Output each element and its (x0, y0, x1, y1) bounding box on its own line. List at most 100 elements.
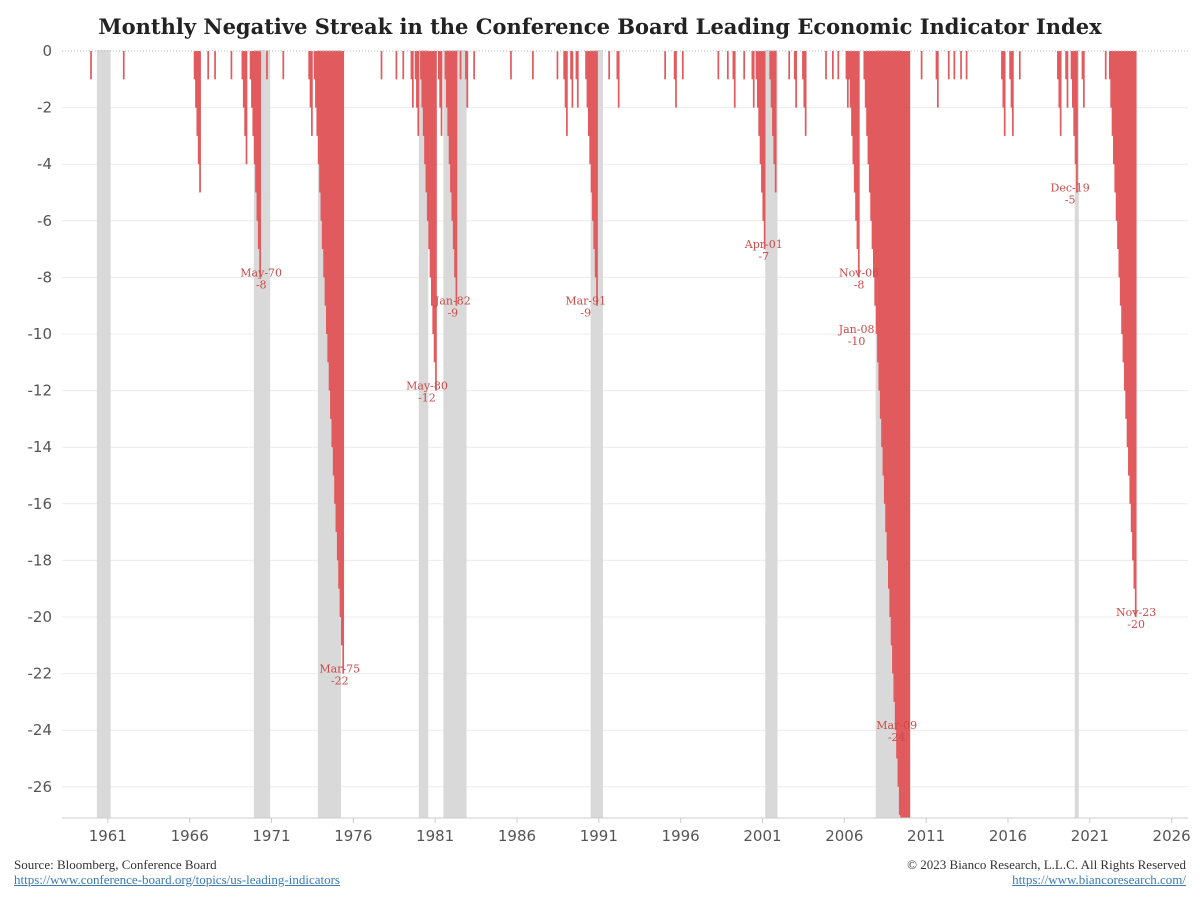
x-tick-label: 1981 (416, 827, 454, 845)
bar (321, 51, 324, 250)
bar (435, 51, 437, 391)
bar (587, 51, 590, 136)
bar (1002, 51, 1005, 108)
bar (334, 51, 336, 504)
bar (422, 51, 425, 136)
bar (1066, 51, 1069, 108)
bar (429, 51, 432, 278)
bar (825, 51, 827, 80)
x-tick-label: 1976 (334, 827, 372, 845)
bar (867, 51, 870, 165)
bar (432, 51, 435, 334)
bar (848, 51, 851, 80)
y-tick-label: -8 (37, 268, 52, 286)
bar (196, 51, 199, 136)
bar (756, 51, 759, 108)
bar (907, 51, 909, 818)
bar (763, 51, 766, 250)
bar (866, 51, 868, 136)
bar (335, 51, 338, 533)
bar (1010, 51, 1013, 108)
bar (313, 51, 316, 80)
source-link[interactable]: https://www.conference-board.org/topics/… (14, 872, 340, 887)
y-tick-label: -16 (28, 495, 53, 513)
bar (868, 51, 871, 193)
bar (431, 51, 433, 306)
bar (255, 51, 257, 193)
recession-band (1074, 50, 1079, 818)
bar (908, 51, 911, 818)
bar (898, 51, 901, 816)
bar (752, 51, 755, 108)
bar (330, 51, 332, 419)
bar (532, 51, 534, 80)
bar (935, 51, 938, 80)
bar (1003, 51, 1006, 136)
bar (336, 51, 339, 561)
bar (282, 51, 285, 80)
bar (871, 51, 874, 250)
bar (608, 51, 611, 80)
bar (425, 51, 428, 193)
gridlines (62, 107, 1188, 788)
bar (410, 51, 413, 80)
bar (266, 51, 268, 80)
bar (1133, 51, 1136, 589)
bar (571, 51, 574, 108)
bar (414, 51, 417, 80)
bar (433, 51, 436, 363)
bar (890, 51, 893, 646)
bar (762, 51, 765, 221)
y-tick-label: -4 (37, 155, 52, 173)
copyright-link[interactable]: https://www.biancoresearch.com/ (1012, 872, 1186, 887)
bar (1058, 51, 1061, 108)
y-tick-label: -6 (37, 212, 52, 230)
bar (894, 51, 897, 731)
bar (252, 51, 255, 136)
bar (1129, 51, 1132, 504)
bar-series (90, 51, 1137, 818)
y-tick-label: -22 (28, 665, 53, 683)
bar (563, 51, 566, 80)
y-tick-label: -24 (28, 721, 53, 739)
bar (733, 51, 736, 108)
bar (774, 51, 777, 193)
bar (452, 51, 455, 250)
x-tick-label: 1996 (662, 827, 700, 845)
bar (617, 51, 620, 108)
x-tick-label: 2026 (1153, 827, 1191, 845)
bar (465, 51, 467, 80)
bar (323, 51, 325, 278)
bar (207, 51, 210, 80)
bar (897, 51, 900, 787)
bar (870, 51, 872, 221)
bar (249, 51, 252, 80)
bar (886, 51, 889, 561)
bar (852, 51, 855, 165)
bar (864, 51, 867, 108)
annotation-value: -24 (888, 731, 906, 744)
bar (770, 51, 773, 108)
bar (793, 51, 796, 80)
bar (1114, 51, 1117, 193)
bar (1108, 51, 1111, 80)
bar (726, 51, 729, 80)
bar (317, 51, 320, 165)
bar (795, 51, 797, 108)
bar (849, 51, 852, 108)
source-label: Source: Bloomberg, Conference Board (14, 857, 217, 872)
bar (904, 51, 907, 818)
bar (953, 51, 956, 80)
bar (616, 51, 619, 80)
bar (459, 51, 462, 80)
bar (242, 51, 245, 108)
bar (331, 51, 334, 448)
bar (440, 51, 443, 136)
bar (900, 51, 902, 818)
bar (556, 51, 559, 80)
bar (832, 51, 834, 80)
bar (420, 51, 422, 80)
bar (122, 51, 125, 80)
annotation-label: May-70 (240, 266, 282, 279)
bar (857, 51, 860, 278)
